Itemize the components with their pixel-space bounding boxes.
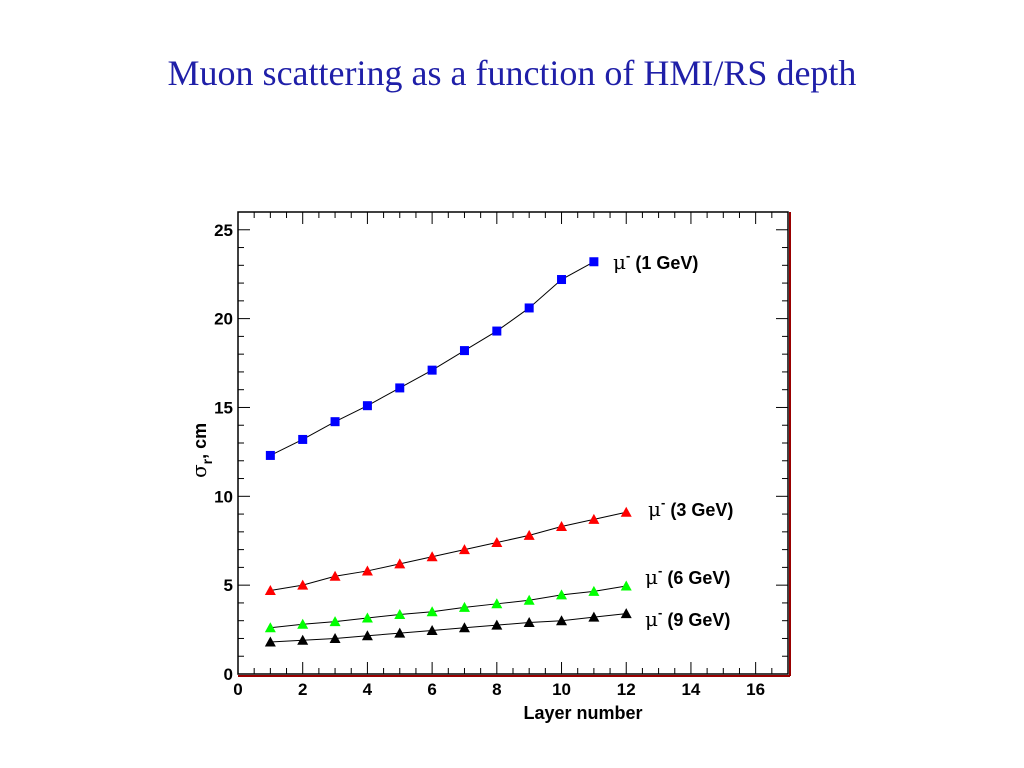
y-tick-label: 20 (214, 310, 233, 329)
data-point (458, 544, 470, 555)
data-point (394, 558, 406, 569)
series-label-sup: - (626, 248, 630, 263)
x-tick-label: 14 (681, 680, 700, 699)
data-point (491, 619, 503, 630)
data-point (459, 346, 469, 356)
data-point (264, 622, 276, 633)
data-point (361, 630, 373, 641)
series-label-mu: μ (613, 250, 626, 274)
data-point (458, 601, 470, 612)
x-tick-label: 16 (746, 680, 765, 699)
series-line (270, 585, 627, 629)
data-point (395, 383, 405, 393)
y-tick-label: 25 (214, 221, 233, 240)
y-tick-label: 5 (224, 576, 233, 595)
y-axis-subscript: r (199, 458, 215, 464)
series-3 (264, 580, 632, 633)
data-point (361, 565, 373, 576)
data-point (329, 632, 341, 643)
x-tick-label: 10 (552, 680, 571, 699)
series-1 (265, 257, 599, 460)
data-point (426, 606, 438, 617)
data-point (394, 608, 406, 619)
series-label-mu: μ (645, 565, 658, 589)
y-axis-title: σr, cm (187, 423, 215, 478)
series-label-mu: μ (645, 607, 658, 631)
data-point (330, 417, 340, 427)
x-tick-label: 8 (492, 680, 501, 699)
series-label-text: (9 GeV) (662, 610, 730, 630)
data-point (426, 551, 438, 562)
y-tick-label: 10 (214, 487, 233, 506)
x-tick-label: 12 (617, 680, 636, 699)
data-point (394, 627, 406, 638)
data-point (620, 608, 632, 619)
data-point (556, 615, 568, 626)
x-tick-label: 0 (233, 680, 242, 699)
data-point (588, 513, 600, 524)
data-point (361, 612, 373, 623)
x-axis-title: Layer number (523, 703, 642, 723)
series-label: μ- (3 GeV) (648, 495, 733, 521)
data-point (523, 529, 535, 540)
data-point (298, 434, 308, 444)
data-point (620, 506, 632, 517)
slide-title: Muon scattering as a function of HMI/RS … (167, 53, 857, 93)
series-label-sup: - (661, 495, 665, 510)
series-line (270, 613, 627, 643)
y-axis-symbol: σ (187, 464, 211, 478)
data-point (588, 611, 600, 622)
data-point (458, 622, 470, 633)
data-point (297, 634, 309, 645)
data-point (329, 570, 341, 581)
x-tick-label: 6 (427, 680, 436, 699)
data-point (427, 365, 437, 375)
y-axis-unit: , cm (190, 423, 210, 459)
data-point (523, 594, 535, 605)
data-point (492, 326, 502, 336)
series-label: μ- (1 GeV) (613, 248, 698, 274)
data-point (620, 580, 632, 591)
data-point (588, 585, 600, 596)
data-point (491, 537, 503, 548)
series-label-text: (1 GeV) (630, 253, 698, 273)
data-point (264, 636, 276, 647)
data-point (524, 303, 534, 313)
y-tick-label: 15 (214, 398, 233, 417)
series-label-text: (3 GeV) (665, 500, 733, 520)
series-label: μ- (9 GeV) (645, 605, 730, 631)
series-label: μ- (6 GeV) (645, 563, 730, 589)
x-tick-label: 4 (363, 680, 373, 699)
series-line (270, 511, 627, 591)
series-label-sup: - (658, 605, 662, 620)
data-point (362, 401, 372, 411)
data-point (556, 521, 568, 532)
data-point (523, 616, 535, 627)
data-point (589, 257, 599, 267)
series-label-mu: μ (648, 497, 661, 521)
data-point (426, 624, 438, 635)
series-4 (264, 608, 632, 647)
series-label-text: (6 GeV) (662, 568, 730, 588)
series-label-sup: - (658, 563, 662, 578)
y-tick-label: 0 (224, 665, 233, 684)
data-point (297, 579, 309, 590)
data-point (556, 589, 568, 600)
data-point (265, 450, 275, 460)
x-tick-label: 2 (298, 680, 307, 699)
series-2 (264, 506, 632, 595)
data-point (297, 618, 309, 629)
data-point (491, 598, 503, 609)
data-point (264, 584, 276, 595)
data-point (557, 275, 567, 285)
data-point (329, 616, 341, 627)
plot-frame (237, 211, 789, 675)
